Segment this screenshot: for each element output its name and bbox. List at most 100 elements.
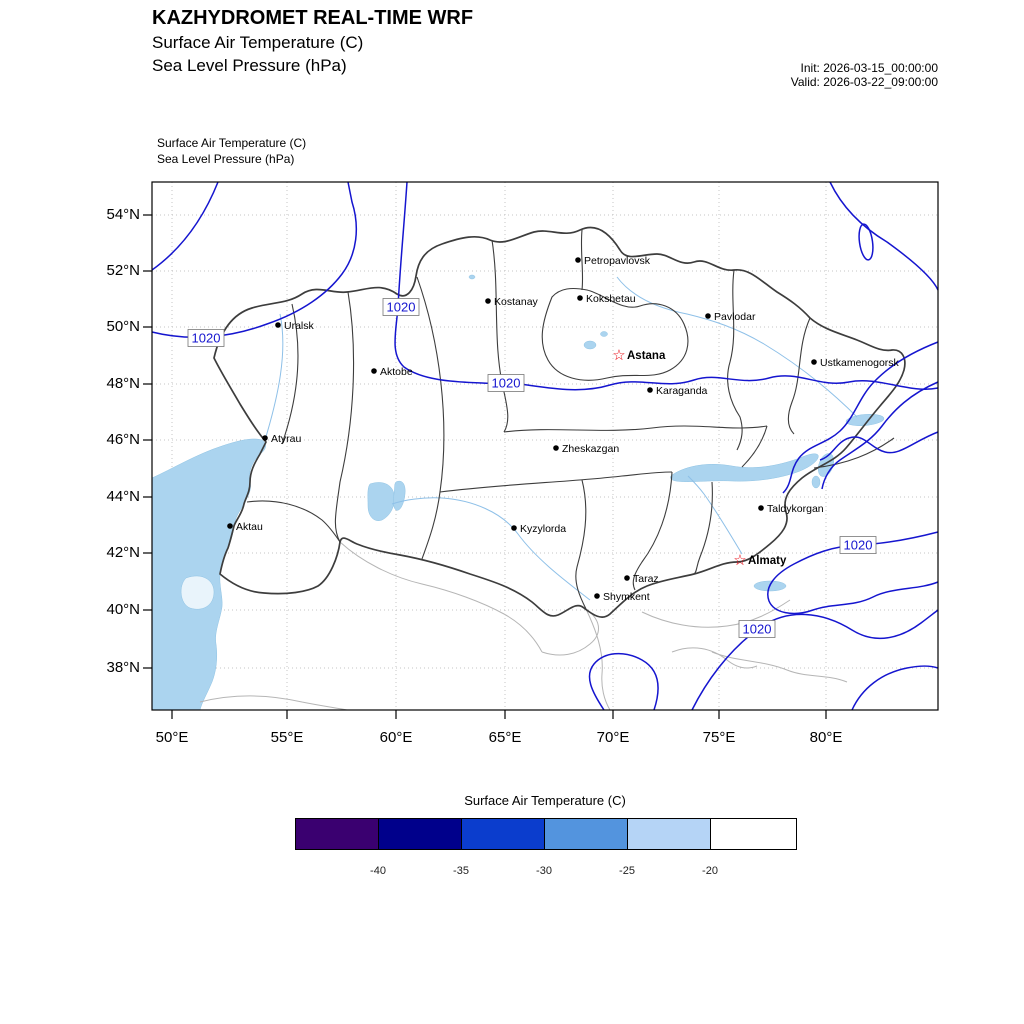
caspian-sea — [151, 438, 266, 711]
init-time: Init: 2026-03-15_00:00:00 — [800, 61, 938, 75]
water-bodies — [151, 274, 885, 711]
run-times: Init: 2026-03-15_00:00:00 Valid: 2026-03… — [791, 61, 938, 89]
svg-text:Karaganda: Karaganda — [656, 385, 708, 397]
syrdarya-river — [391, 497, 591, 601]
svg-text:1020: 1020 — [844, 538, 873, 553]
city-markers: Petropavlovsk Kostanay Kokshetau Pavloda… — [227, 255, 900, 603]
city-marker: Aktobe — [371, 366, 413, 378]
lat-axis-label: 42°N — [106, 544, 140, 561]
map-field-label-temperature: Surface Air Temperature (C) — [157, 136, 307, 150]
pressure-contour-label: 1020 — [487, 374, 525, 392]
colorbar-tick-label: -25 — [619, 865, 635, 877]
lake-zaysan — [845, 414, 885, 426]
city-marker: Karaganda — [647, 385, 708, 397]
page-title: KAZHYDROMET REAL-TIME WRF — [152, 7, 474, 29]
svg-text:Shymkent: Shymkent — [603, 591, 650, 603]
lat-axis-label: 38°N — [106, 659, 140, 676]
oblast-borders — [246, 229, 895, 610]
ural-river — [264, 313, 284, 441]
colorbar-title: Surface Air Temperature (C) — [464, 793, 626, 808]
capital-star-icon: ☆ — [612, 347, 625, 364]
colorbar-segment — [711, 819, 796, 849]
city-marker: Uralsk — [275, 320, 315, 332]
colorbar-segment — [628, 819, 711, 849]
city-marker: Aktau — [227, 521, 263, 533]
svg-text:Taraz: Taraz — [633, 573, 659, 585]
svg-text:Almaty: Almaty — [748, 555, 787, 567]
forecast-map: 1020 1020 1020 1020 1020 Petropavlovsk K… — [143, 181, 939, 719]
small-lake — [600, 331, 608, 337]
map-frame — [143, 181, 939, 719]
svg-text:Ustkamenogorsk: Ustkamenogorsk — [820, 357, 900, 369]
lat-axis-label: 44°N — [106, 488, 140, 505]
colorbar-segment — [462, 819, 545, 849]
svg-text:Pavlodar: Pavlodar — [714, 311, 756, 323]
city-marker: Kostanay — [485, 296, 539, 308]
svg-text:Aktobe: Aktobe — [380, 366, 413, 378]
colorbar — [295, 818, 797, 850]
city-marker: Kyzylorda — [511, 523, 566, 535]
svg-text:Petropavlovsk: Petropavlovsk — [584, 255, 651, 267]
pressure-contours — [151, 181, 939, 711]
lake-sasykkol — [811, 475, 821, 489]
pressure-contour-label: 1020 — [382, 298, 420, 316]
rivers — [264, 276, 858, 601]
aral-sea — [367, 482, 395, 521]
lake-tengiz — [583, 340, 597, 350]
city-marker: Shymkent — [594, 591, 650, 603]
city-marker: Taldykorgan — [758, 503, 824, 515]
svg-text:1020: 1020 — [743, 622, 772, 637]
svg-text:1020: 1020 — [387, 300, 416, 315]
aral-sea-east — [393, 480, 406, 511]
pressure-contour-label: 1020 — [187, 329, 225, 347]
city-marker: Kokshetau — [577, 293, 636, 305]
city-marker: Pavlodar — [705, 311, 756, 323]
colorbar-tick-label: -35 — [453, 865, 469, 877]
colorbar-segment — [379, 819, 462, 849]
colorbar-tick-label: -40 — [370, 865, 386, 877]
svg-text:Kostanay: Kostanay — [494, 296, 539, 308]
svg-text:Kyzylorda: Kyzylorda — [520, 523, 566, 535]
lat-axis-label: 50°N — [106, 318, 140, 335]
city-marker: Taraz — [624, 573, 659, 585]
svg-text:1020: 1020 — [492, 376, 521, 391]
svg-text:Astana: Astana — [627, 350, 666, 362]
valid-time: Valid: 2026-03-22_09:00:00 — [790, 75, 938, 89]
city-marker: Ustkamenogorsk — [811, 357, 900, 369]
lon-axis-label: 55°E — [270, 729, 304, 746]
page-subtitle-temperature: Surface Air Temperature (C) — [152, 33, 364, 52]
capital-star-icon: ☆ — [733, 552, 746, 569]
colorbar-tick-label: -20 — [702, 865, 718, 877]
lon-axis-label: 80°E — [809, 729, 843, 746]
neighbor-borders — [199, 541, 848, 711]
city-marker: Zheskazgan — [553, 443, 619, 455]
lon-axis-label: 65°E — [488, 729, 522, 746]
city-marker: Atyrau — [262, 433, 302, 445]
pressure-contour-label: 1020 — [839, 536, 877, 554]
lat-axis-label: 46°N — [106, 431, 140, 448]
svg-text:Kokshetau: Kokshetau — [586, 293, 636, 305]
lake-balkhash — [670, 453, 819, 482]
lon-axis-label: 60°E — [379, 729, 413, 746]
lat-axis-label: 52°N — [106, 262, 140, 279]
colorbar-segment — [545, 819, 628, 849]
page-subtitle-pressure: Sea Level Pressure (hPa) — [152, 56, 347, 75]
lon-axis-label: 50°E — [155, 729, 189, 746]
capital-marker: ☆ Almaty — [733, 552, 787, 569]
colorbar-segment — [296, 819, 379, 849]
garabogaz-lagoon — [180, 575, 215, 610]
small-lake — [468, 274, 476, 280]
svg-text:Uralsk: Uralsk — [284, 320, 315, 332]
kazakhstan-border — [213, 226, 906, 618]
irtysh-river — [616, 276, 858, 418]
graticule — [152, 182, 938, 710]
svg-text:Aktau: Aktau — [236, 521, 263, 533]
city-marker: Petropavlovsk — [575, 255, 651, 267]
svg-text:Atyrau: Atyrau — [271, 433, 302, 445]
svg-text:1020: 1020 — [192, 331, 221, 346]
colorbar-tick-label: -30 — [536, 865, 552, 877]
lon-axis-label: 75°E — [702, 729, 736, 746]
lat-axis-label: 48°N — [106, 375, 140, 392]
map-field-label-pressure: Sea Level Pressure (hPa) — [157, 152, 295, 166]
